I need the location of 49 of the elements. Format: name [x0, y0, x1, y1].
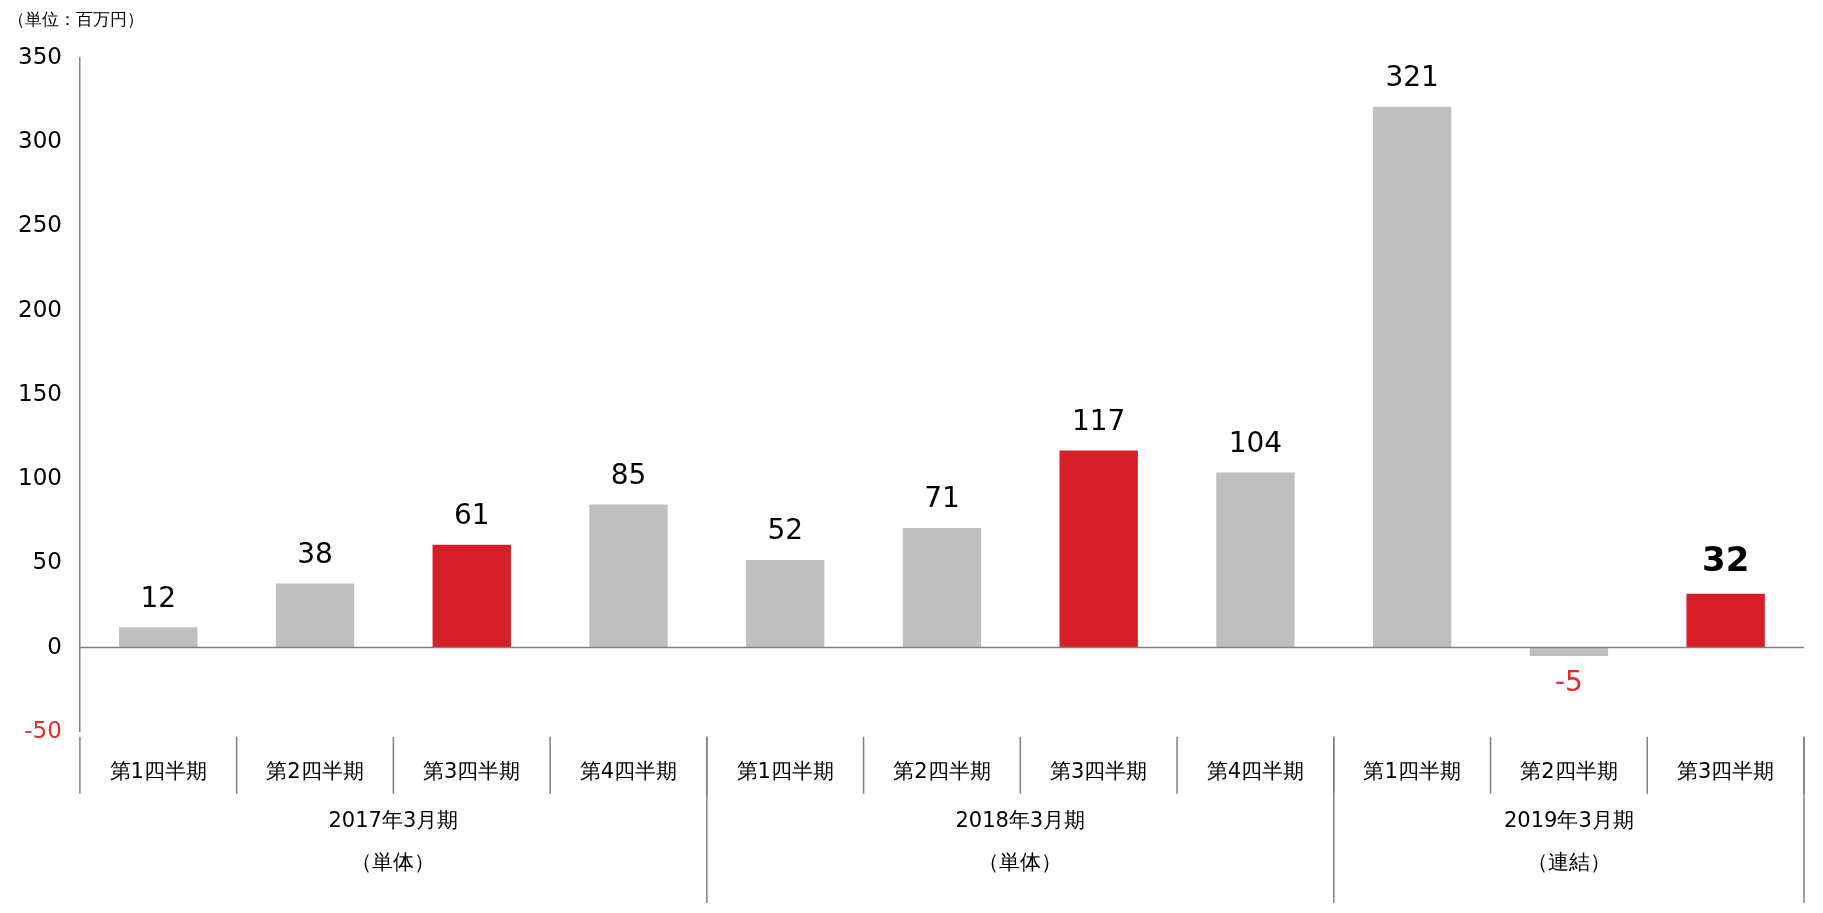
bar — [589, 504, 668, 648]
text: （連結） — [1526, 850, 1611, 875]
x-tick-label: 第4四半期 — [1206, 758, 1305, 783]
data-label: 71 — [924, 481, 960, 515]
x-tick-label: 第3四半期 — [1050, 758, 1148, 783]
x-tick-label: 第1四半期 — [736, 758, 834, 783]
bar — [1686, 593, 1765, 648]
data-label: 52 — [767, 513, 804, 547]
y-tick-label: 0 — [47, 632, 62, 659]
y-tick-label: 350 — [17, 42, 62, 69]
bar — [746, 559, 825, 648]
bar — [275, 583, 355, 648]
y-tick-label: -50 — [24, 716, 62, 743]
x-tick-label: 第2四半期 — [1520, 758, 1618, 783]
text: 2019年3月期 — [1503, 808, 1634, 833]
data-label: -5 — [1554, 665, 1583, 699]
bar — [432, 544, 511, 648]
y-tick-label: 300 — [17, 127, 62, 154]
bar — [119, 627, 198, 648]
data-label: 38 — [297, 536, 333, 570]
text: （単体） — [978, 850, 1063, 875]
data-label: 32 — [1701, 539, 1750, 580]
data-label: 104 — [1228, 425, 1283, 459]
x-tick-label: 第3四半期 — [1676, 758, 1775, 783]
x-tick-label: 第1四半期 — [109, 758, 207, 783]
bar — [1529, 647, 1609, 656]
text: （単体） — [351, 850, 436, 875]
data-label: 61 — [453, 498, 490, 532]
x-tick-label: 第1四半期 — [1363, 758, 1461, 783]
data-label: 321 — [1385, 60, 1439, 94]
bar — [1372, 106, 1452, 648]
y-tick-label: 100 — [17, 464, 62, 491]
y-tick-label: 50 — [32, 548, 62, 575]
x-tick-label: 第2四半期 — [266, 758, 364, 783]
y-tick-label: 250 — [17, 211, 62, 238]
data-label: 12 — [140, 580, 177, 614]
x-tick-label: 第4四半期 — [579, 758, 678, 783]
text: 2017年3月期 — [328, 808, 459, 833]
bar — [902, 527, 982, 648]
bar — [1059, 450, 1138, 648]
y-tick-label: 150 — [17, 379, 62, 406]
y-tick-label: 200 — [17, 295, 62, 322]
x-tick-label: 第3四半期 — [423, 758, 521, 783]
y-axis-title: （単位：百万円） — [8, 8, 144, 29]
bar — [1216, 472, 1295, 648]
x-tick-label: 第2四半期 — [893, 758, 991, 783]
data-label: 117 — [1071, 403, 1126, 437]
text: 2018年3月期 — [955, 808, 1086, 833]
data-label: 85 — [610, 457, 647, 491]
